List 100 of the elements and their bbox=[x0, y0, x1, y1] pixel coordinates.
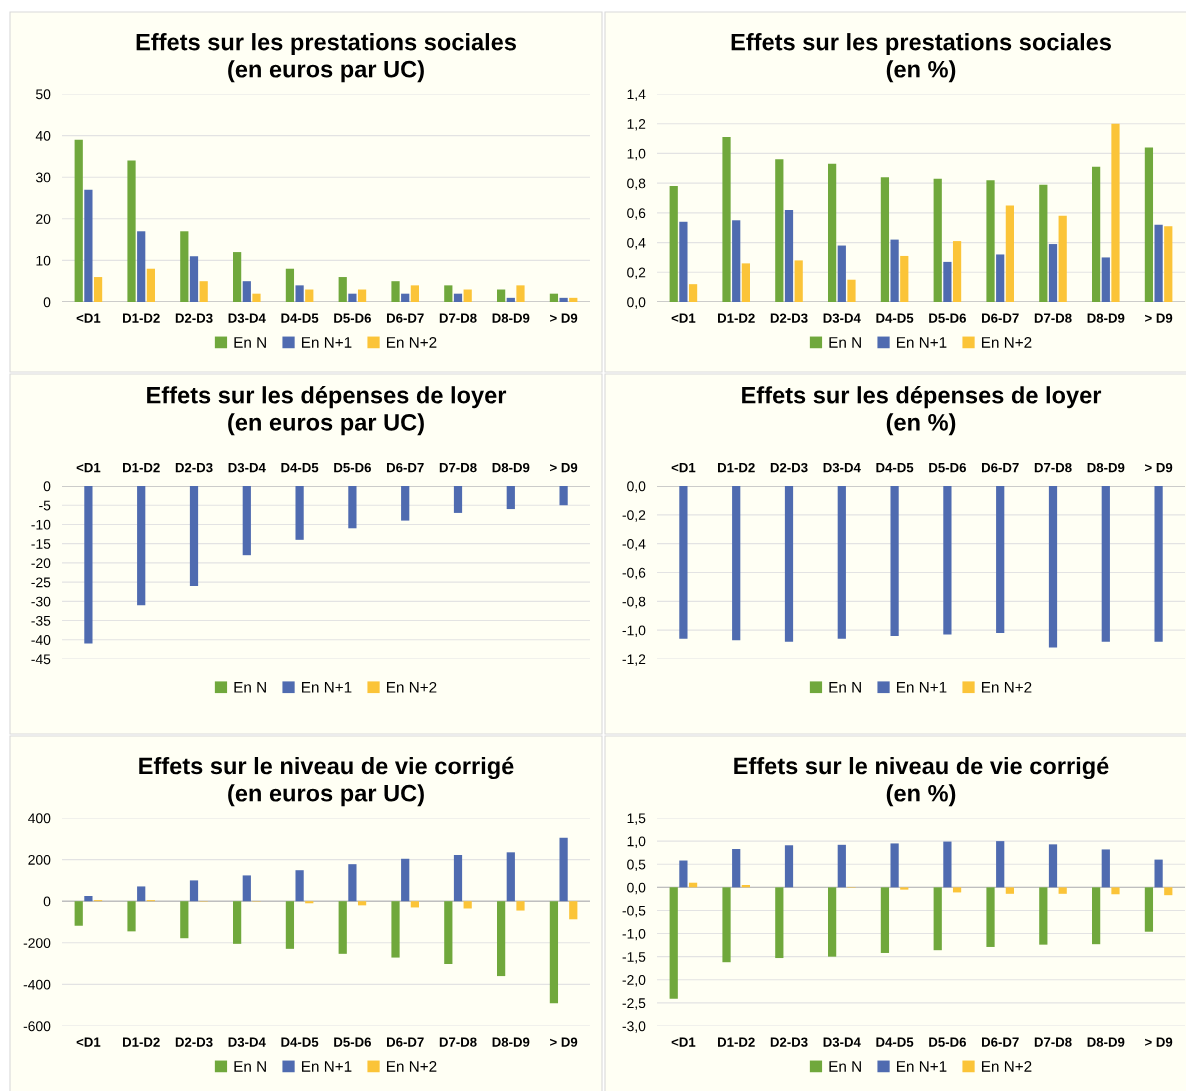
bar bbox=[943, 261, 952, 302]
y-tick-label: -0,8 bbox=[622, 596, 646, 609]
x-tick-label: D5-D6 bbox=[929, 1037, 966, 1047]
x-tick-label: D6-D7 bbox=[982, 462, 1019, 473]
bar bbox=[137, 886, 146, 902]
y-tick-label: 0,0 bbox=[627, 297, 646, 309]
y-tick-label: 0 bbox=[43, 297, 51, 308]
legend-label: En N+1 bbox=[302, 337, 352, 348]
bar bbox=[338, 901, 347, 954]
bar bbox=[74, 139, 83, 302]
x-tick-label: D2-D3 bbox=[770, 313, 808, 323]
bar bbox=[516, 285, 525, 302]
x-tick-label: > D9 bbox=[1145, 1037, 1173, 1047]
bar bbox=[837, 245, 846, 302]
y-tick-label: 0 bbox=[43, 481, 51, 492]
chart-title: Effets sur le niveau de vie corrigé (en %) bbox=[734, 756, 1109, 807]
bar bbox=[1005, 887, 1014, 894]
bar bbox=[1092, 166, 1101, 302]
bar bbox=[506, 297, 515, 302]
bar bbox=[569, 901, 578, 920]
chart-title: Effets sur les prestations sociales (en euros par UC) bbox=[136, 33, 516, 83]
bar bbox=[401, 293, 410, 302]
bar bbox=[1005, 205, 1014, 302]
legend-label: En N+2 bbox=[982, 681, 1032, 693]
bar bbox=[199, 281, 208, 302]
y-tick-label: 1,0 bbox=[627, 148, 646, 161]
bar bbox=[1039, 184, 1048, 302]
x-tick-label: D7-D8 bbox=[439, 313, 477, 323]
x-tick-label: D4-D5 bbox=[876, 1037, 914, 1047]
x-tick-label: D1-D2 bbox=[718, 462, 755, 473]
bar bbox=[463, 901, 472, 909]
x-tick-label: > D9 bbox=[550, 313, 578, 323]
legend-label: En N+2 bbox=[387, 1061, 437, 1072]
bar bbox=[986, 180, 995, 302]
x-tick-label: D2-D3 bbox=[770, 462, 808, 473]
bar bbox=[732, 848, 741, 888]
bar bbox=[410, 285, 419, 302]
bar bbox=[986, 887, 995, 947]
legend-label: En N bbox=[234, 682, 266, 693]
bar bbox=[497, 901, 506, 977]
bar bbox=[127, 901, 136, 932]
bar bbox=[305, 289, 314, 302]
x-tick-label: D6-D7 bbox=[387, 313, 424, 323]
bar bbox=[880, 887, 890, 953]
bar bbox=[146, 268, 155, 302]
x-tick-label: D1-D2 bbox=[123, 1037, 160, 1047]
y-tick-label: 1,5 bbox=[627, 813, 646, 825]
x-tick-label: > D9 bbox=[550, 462, 578, 473]
bar bbox=[252, 293, 261, 302]
bar bbox=[348, 864, 357, 902]
y-tick-label: 0,8 bbox=[627, 178, 646, 190]
chart-title: Effets sur les prestations sociales (en %) bbox=[731, 33, 1111, 83]
y-tick-label: 0 bbox=[43, 896, 51, 907]
chart-title: Effets sur les dépenses de loyer (en euros par UC) bbox=[147, 385, 507, 436]
bar bbox=[1048, 844, 1058, 888]
x-tick-label: D2-D3 bbox=[175, 1037, 213, 1047]
x-tick-label: D1-D2 bbox=[718, 313, 755, 323]
x-tick-label: D3-D4 bbox=[228, 462, 266, 473]
x-tick-label: D7-D8 bbox=[439, 462, 477, 473]
legend-label: En N+2 bbox=[387, 337, 437, 348]
x-tick-label: D8-D9 bbox=[1087, 1037, 1125, 1047]
y-tick-label: 50 bbox=[36, 89, 51, 100]
y-tick-label: 0,0 bbox=[627, 882, 646, 895]
x-tick-label: D4-D5 bbox=[281, 1037, 319, 1047]
x-tick-label: D6-D7 bbox=[982, 1037, 1019, 1047]
x-tick-label: D4-D5 bbox=[876, 463, 914, 473]
x-tick-label: D3-D4 bbox=[823, 462, 861, 473]
bar bbox=[1154, 224, 1163, 302]
x-tick-label: D3-D4 bbox=[823, 1037, 861, 1047]
bar bbox=[837, 844, 846, 888]
legend-label: En N bbox=[234, 337, 266, 348]
bar bbox=[357, 289, 367, 302]
bar bbox=[722, 137, 731, 302]
x-tick-label: D4-D5 bbox=[876, 313, 914, 323]
bar bbox=[549, 293, 559, 302]
y-tick-label: 400 bbox=[28, 813, 51, 824]
bar bbox=[338, 277, 347, 302]
x-tick-label: <D1 bbox=[76, 1037, 101, 1047]
legend-label: En N+2 bbox=[982, 337, 1032, 348]
y-tick-label: -0,6 bbox=[622, 567, 646, 580]
legend-label: En N bbox=[234, 1061, 266, 1072]
x-tick-label: D1-D2 bbox=[718, 1037, 755, 1047]
bar bbox=[732, 220, 741, 302]
x-tick-label: <D1 bbox=[671, 313, 696, 323]
bar bbox=[285, 901, 295, 949]
x-tick-label: <D1 bbox=[671, 1037, 696, 1047]
x-tick-label: D5-D6 bbox=[334, 1037, 371, 1047]
bar bbox=[391, 281, 400, 302]
bar bbox=[189, 256, 199, 302]
bar bbox=[1058, 215, 1067, 302]
bar bbox=[391, 901, 400, 958]
y-tick-label: -1,5 bbox=[622, 952, 646, 964]
y-tick-label: -15 bbox=[31, 539, 51, 549]
bar bbox=[847, 279, 856, 302]
bar bbox=[285, 268, 295, 302]
bar bbox=[828, 887, 837, 957]
legend-label: En N+2 bbox=[387, 681, 437, 693]
y-tick-label: 20 bbox=[36, 214, 51, 224]
bar bbox=[1144, 147, 1154, 302]
chart-title: Effets sur le niveau de vie corrigé (en euros par UC) bbox=[139, 756, 514, 807]
